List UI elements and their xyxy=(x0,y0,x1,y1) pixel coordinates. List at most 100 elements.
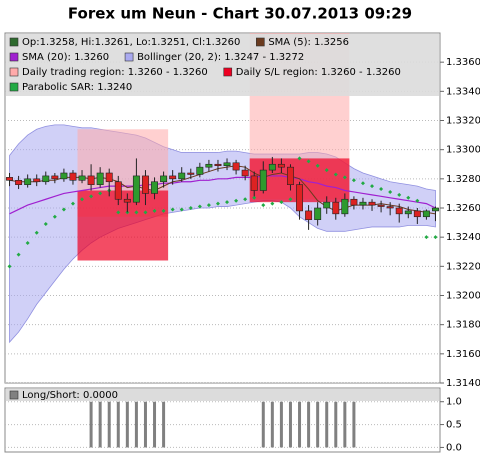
candle-body xyxy=(332,201,340,215)
y-tick-label: 1.3160 xyxy=(446,349,480,360)
sar-dot xyxy=(397,192,402,197)
sar-dot xyxy=(52,214,57,219)
bar xyxy=(325,401,329,448)
y-tick-label: 1.3320 xyxy=(446,116,480,127)
sar-dot xyxy=(243,197,248,202)
candle-body xyxy=(78,175,86,181)
legend-label: Daily S/L region: 1.3260 - 1.3260 xyxy=(236,67,401,78)
sar-dot xyxy=(252,195,257,200)
sar-dot xyxy=(215,201,220,206)
candle-body xyxy=(42,175,50,183)
legend-label: Bollinger (20, 2): 1.3247 - 1.3272 xyxy=(137,52,304,63)
legend-swatch xyxy=(124,52,134,62)
legend-swatch xyxy=(9,37,19,47)
sar-dot xyxy=(152,208,157,213)
sar-dot xyxy=(415,198,420,203)
sar-dot xyxy=(70,201,75,206)
y-tick-label: 1.0 xyxy=(446,397,462,408)
bar xyxy=(279,401,283,448)
candle-body xyxy=(6,177,14,181)
candle-body xyxy=(395,207,403,215)
sar-dot xyxy=(80,197,85,202)
sar-dot xyxy=(134,210,139,215)
candle-body xyxy=(141,175,149,194)
sar-dot xyxy=(188,206,193,210)
candle-body xyxy=(350,198,358,206)
bar xyxy=(107,401,111,448)
sar-dot xyxy=(170,207,175,212)
candle-body xyxy=(359,201,367,206)
candle-body xyxy=(314,207,322,220)
candle-body xyxy=(123,198,131,203)
y-tick-label: 1.3200 xyxy=(446,291,480,302)
bar xyxy=(270,401,274,448)
candle-body xyxy=(96,172,104,185)
bar xyxy=(261,401,265,448)
y-tick-label: 1.3180 xyxy=(446,320,480,331)
bar xyxy=(116,401,120,448)
candle-body xyxy=(386,206,394,209)
bar xyxy=(89,401,93,448)
bar xyxy=(153,401,157,448)
sar-dot xyxy=(279,200,284,205)
legend-swatch xyxy=(9,82,19,92)
sar-dot xyxy=(179,207,184,212)
candle-body xyxy=(232,162,240,171)
legend-swatch xyxy=(223,67,233,77)
bar xyxy=(143,401,147,448)
sar-dot xyxy=(315,163,320,168)
indicator-legend-bg xyxy=(6,389,439,401)
candle-body xyxy=(404,210,412,215)
sar-dot xyxy=(424,235,429,240)
chart-title: Forex um Neun - Chart 30.07.2013 09:29 xyxy=(68,5,412,23)
plot-area xyxy=(5,33,440,383)
sar-dot xyxy=(43,222,48,227)
sar-dot xyxy=(7,264,12,269)
y-tick-label: 1.3280 xyxy=(446,174,480,185)
y-tick-label: 1.3340 xyxy=(446,86,480,97)
sar-dot xyxy=(306,159,311,164)
candle-body xyxy=(368,201,376,206)
bar xyxy=(162,401,166,448)
candle-body xyxy=(268,163,276,171)
sar-dot xyxy=(25,241,30,245)
y-tick-label: 1.3260 xyxy=(446,203,480,214)
sar-dot xyxy=(288,197,293,202)
candle-body xyxy=(205,163,213,168)
sar-dot xyxy=(234,198,239,203)
candle-body xyxy=(178,172,186,180)
legend-label: Long/Short: 0.0000 xyxy=(22,390,118,401)
candle-body xyxy=(250,175,258,191)
sar-dot xyxy=(61,207,66,212)
sar-dot xyxy=(98,191,103,196)
candle-body xyxy=(15,179,23,185)
candle-body xyxy=(24,178,32,185)
candle-body xyxy=(422,210,430,218)
legend-label: Parabolic SAR: 1.3240 xyxy=(22,82,132,93)
y-tick-label: 1.3300 xyxy=(446,145,480,156)
candle-body xyxy=(33,178,41,183)
bar xyxy=(134,401,138,448)
candle-body xyxy=(114,181,122,200)
candle-body xyxy=(286,166,294,185)
legend-bg xyxy=(6,34,439,96)
candle-body xyxy=(69,172,77,181)
sar-dot xyxy=(16,252,21,257)
y-tick-label: 0.0 xyxy=(446,442,462,453)
overlay-layer: 1.3140 1.3160 1.3180 1.3200 1.3220 1.3240 1.32… xyxy=(5,34,480,453)
legend-label: SMA (5): 1.3256 xyxy=(268,37,349,48)
sar-dot xyxy=(406,195,411,200)
sar-dot xyxy=(342,175,347,180)
sar-dot xyxy=(161,208,166,213)
sar-dot xyxy=(116,210,121,215)
bar xyxy=(307,401,311,448)
legend-swatch xyxy=(9,52,19,62)
candle-body xyxy=(341,198,349,215)
candle-body xyxy=(214,163,222,167)
legend-swatch xyxy=(256,37,265,47)
sar-dot xyxy=(370,184,375,189)
candle-body xyxy=(87,175,95,185)
sar-dot xyxy=(388,189,393,194)
sar-dot xyxy=(333,172,338,177)
